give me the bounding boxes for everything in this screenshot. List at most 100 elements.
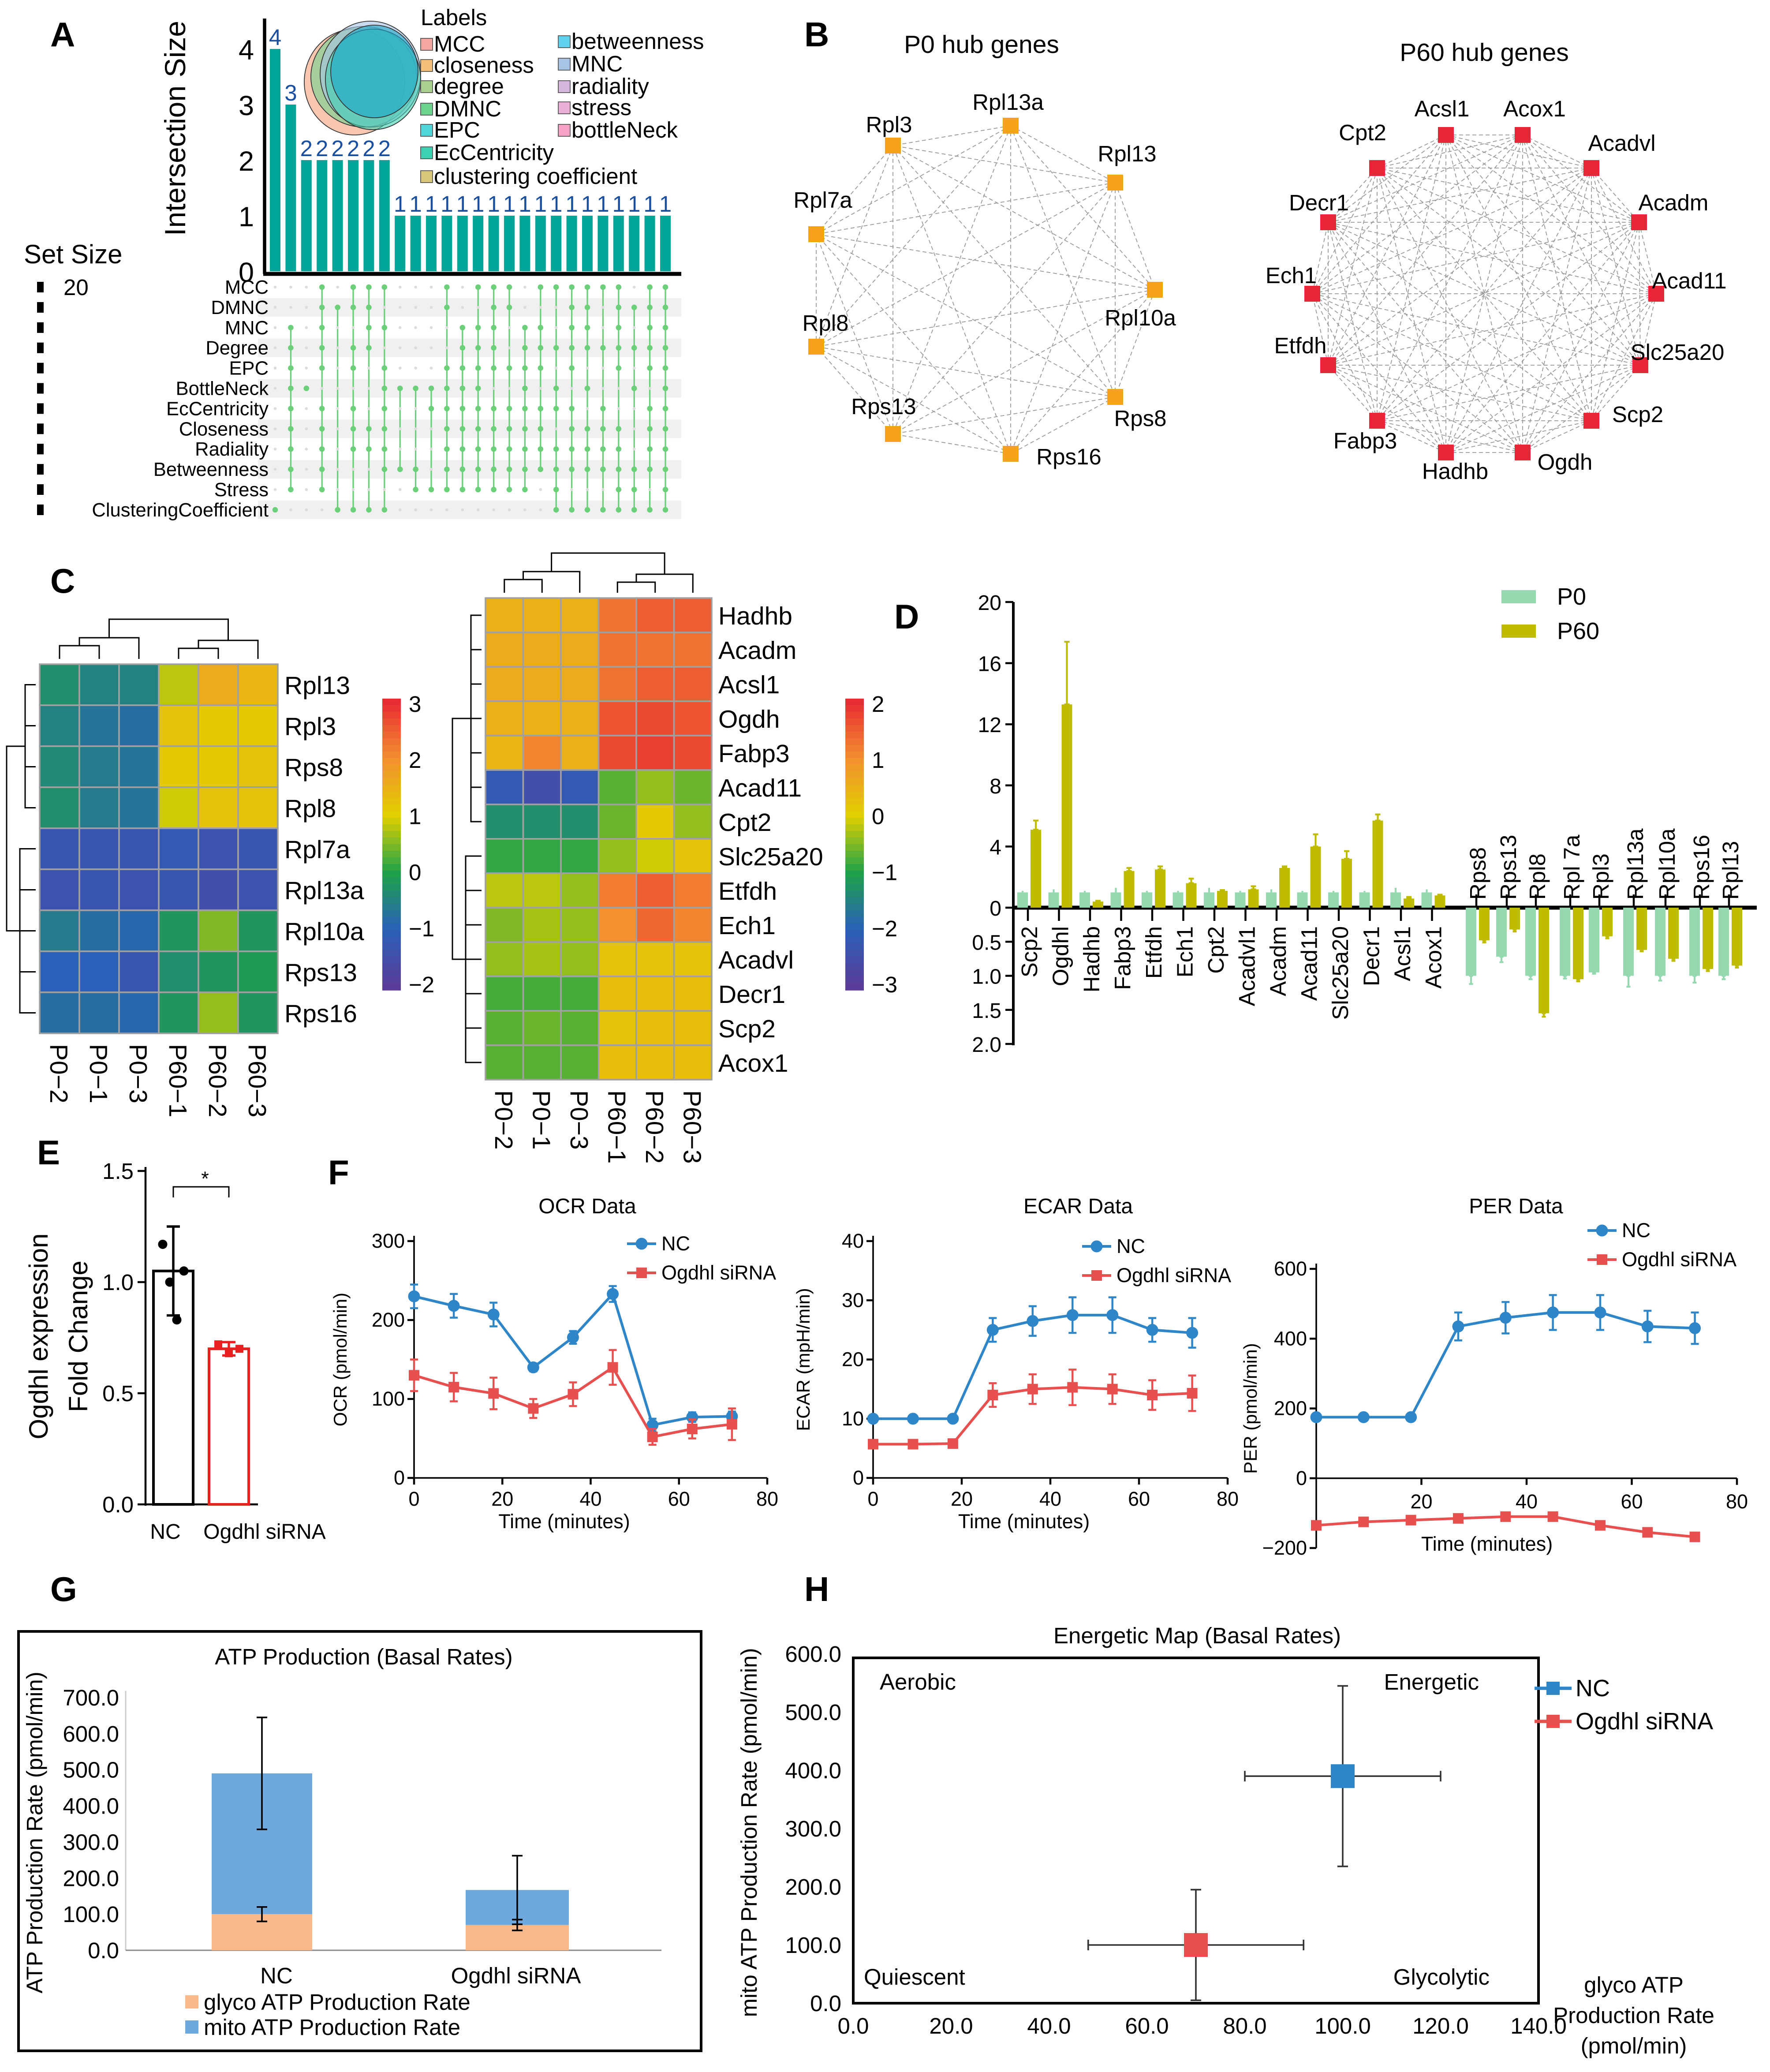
matrix-dot-empty	[305, 468, 308, 471]
legend-swatch	[420, 38, 433, 51]
matrix-dot-filled	[600, 466, 606, 472]
matrix-dot-empty	[351, 326, 355, 329]
matrix-row-band	[258, 419, 681, 438]
colorbar-segment	[845, 791, 864, 799]
network-edge	[1591, 293, 1657, 421]
panel-label: D	[894, 597, 919, 636]
heatmap-cell	[522, 872, 562, 909]
y-tick-label: 8	[990, 775, 1001, 798]
matrix-dot-empty	[336, 285, 339, 289]
data-point-circle	[1452, 1320, 1464, 1333]
colorbar-segment	[382, 924, 401, 931]
gene-label: Acadvl1	[1235, 926, 1260, 1006]
network-edge	[1640, 293, 1657, 366]
network-edge	[1328, 168, 1378, 366]
colorbar-segment	[845, 771, 864, 779]
data-point-square	[448, 1382, 459, 1393]
p0-bar	[1655, 908, 1665, 976]
data-point-square	[868, 1439, 878, 1450]
x-tick-label: 20.0	[929, 2013, 973, 2038]
x-tick-label: 80	[756, 1488, 778, 1510]
intersection-bar	[426, 216, 437, 271]
gene-label: Cpt2	[1339, 120, 1386, 145]
x-tick-label: 140.0	[1510, 2013, 1567, 2038]
matrix-dot-filled	[459, 466, 466, 472]
p60-bar	[1186, 883, 1197, 908]
intersection-bar	[270, 49, 280, 271]
network-edge	[1445, 135, 1639, 223]
network-edge	[816, 145, 893, 347]
data-point-circle	[1594, 1306, 1606, 1319]
heatmap-cell	[158, 786, 199, 829]
heatmap-cell	[673, 941, 713, 977]
gene-label: Rpl13	[1718, 841, 1743, 900]
heatmap-col-label: P60−2	[640, 1090, 668, 1163]
y-tick-label: 300.0	[63, 1829, 119, 1855]
matrix-dot-empty	[305, 326, 308, 329]
network-edge	[1591, 365, 1641, 421]
colorbar-segment	[845, 897, 864, 905]
set-label: DMNC	[211, 297, 269, 318]
heatmap-cell	[673, 666, 713, 702]
matrix-dot-filled	[444, 406, 450, 411]
matrix-dot-filled	[553, 486, 559, 493]
matrix-dot-filled	[319, 365, 325, 371]
legend-swatch	[558, 101, 571, 114]
bar-value-label: 2	[300, 136, 313, 161]
matrix-dot-filled	[647, 466, 653, 472]
legend-label: stress	[571, 95, 631, 120]
matrix-dot-filled	[662, 507, 668, 513]
colorbar-segment	[382, 970, 401, 977]
network-edge	[816, 234, 893, 434]
colorbar-tick-label: −2	[872, 916, 897, 941]
matrix-dot-empty	[398, 508, 402, 512]
matrix-dot-filled	[522, 486, 528, 493]
network-edge	[1328, 365, 1592, 421]
heatmap-cell	[635, 907, 675, 943]
colorbar-segment	[845, 924, 864, 931]
network-edge	[1445, 222, 1639, 453]
data-point-circle	[1547, 1306, 1559, 1319]
matrix-dot-empty	[648, 488, 651, 491]
matrix-dot-filled	[662, 345, 668, 351]
network-edge	[816, 346, 1116, 397]
colorbar-segment	[845, 957, 864, 964]
y-tick-label: 500.0	[785, 1700, 841, 1725]
heatmap-row-label: Rps13	[284, 959, 357, 987]
y-tick-label: 600.0	[785, 1642, 841, 1667]
matrix-dot-empty	[508, 346, 511, 349]
matrix-dot-empty	[320, 387, 324, 390]
network-edge	[892, 145, 1116, 397]
data-point-square	[1405, 1515, 1416, 1526]
p0-bar	[1560, 908, 1570, 976]
network-edge	[1377, 168, 1639, 223]
heatmap-cell	[522, 907, 562, 943]
bar-value-label: 3	[284, 80, 297, 105]
p60-bar	[1538, 908, 1549, 1014]
network-edge	[1010, 289, 1155, 454]
bar-value-label: 2	[331, 136, 344, 161]
legend-label: EPC	[434, 117, 480, 142]
data-point-square	[528, 1403, 539, 1414]
heatmap-row-label: Ogdh	[718, 705, 780, 733]
heatmap-cell	[485, 666, 524, 702]
y-tick-label: 0.5	[102, 1381, 134, 1406]
matrix-dot-empty	[273, 407, 277, 410]
colorbar-segment	[382, 930, 401, 938]
matrix-dot-filled	[491, 486, 497, 493]
x-axis-title: glyco ATP	[1584, 1972, 1684, 1997]
heatmap-row-label: Scp2	[718, 1015, 776, 1043]
matrix-dot-filled	[553, 446, 559, 452]
y-tick-label: 400	[1274, 1327, 1307, 1350]
bar-value-label: 2	[362, 136, 375, 161]
p0-bar	[1017, 892, 1028, 908]
matrix-dot-filled	[616, 284, 622, 290]
y-tick-label: 12	[978, 714, 1001, 737]
gene-node	[1003, 118, 1019, 134]
heatmap-cell	[560, 1010, 600, 1046]
matrix-dot-filled	[413, 486, 418, 493]
matrix-dot-filled	[381, 466, 388, 472]
matrix-dot-filled	[319, 446, 325, 452]
heatmap-cell	[198, 909, 239, 952]
heatmap-cell	[560, 804, 600, 840]
